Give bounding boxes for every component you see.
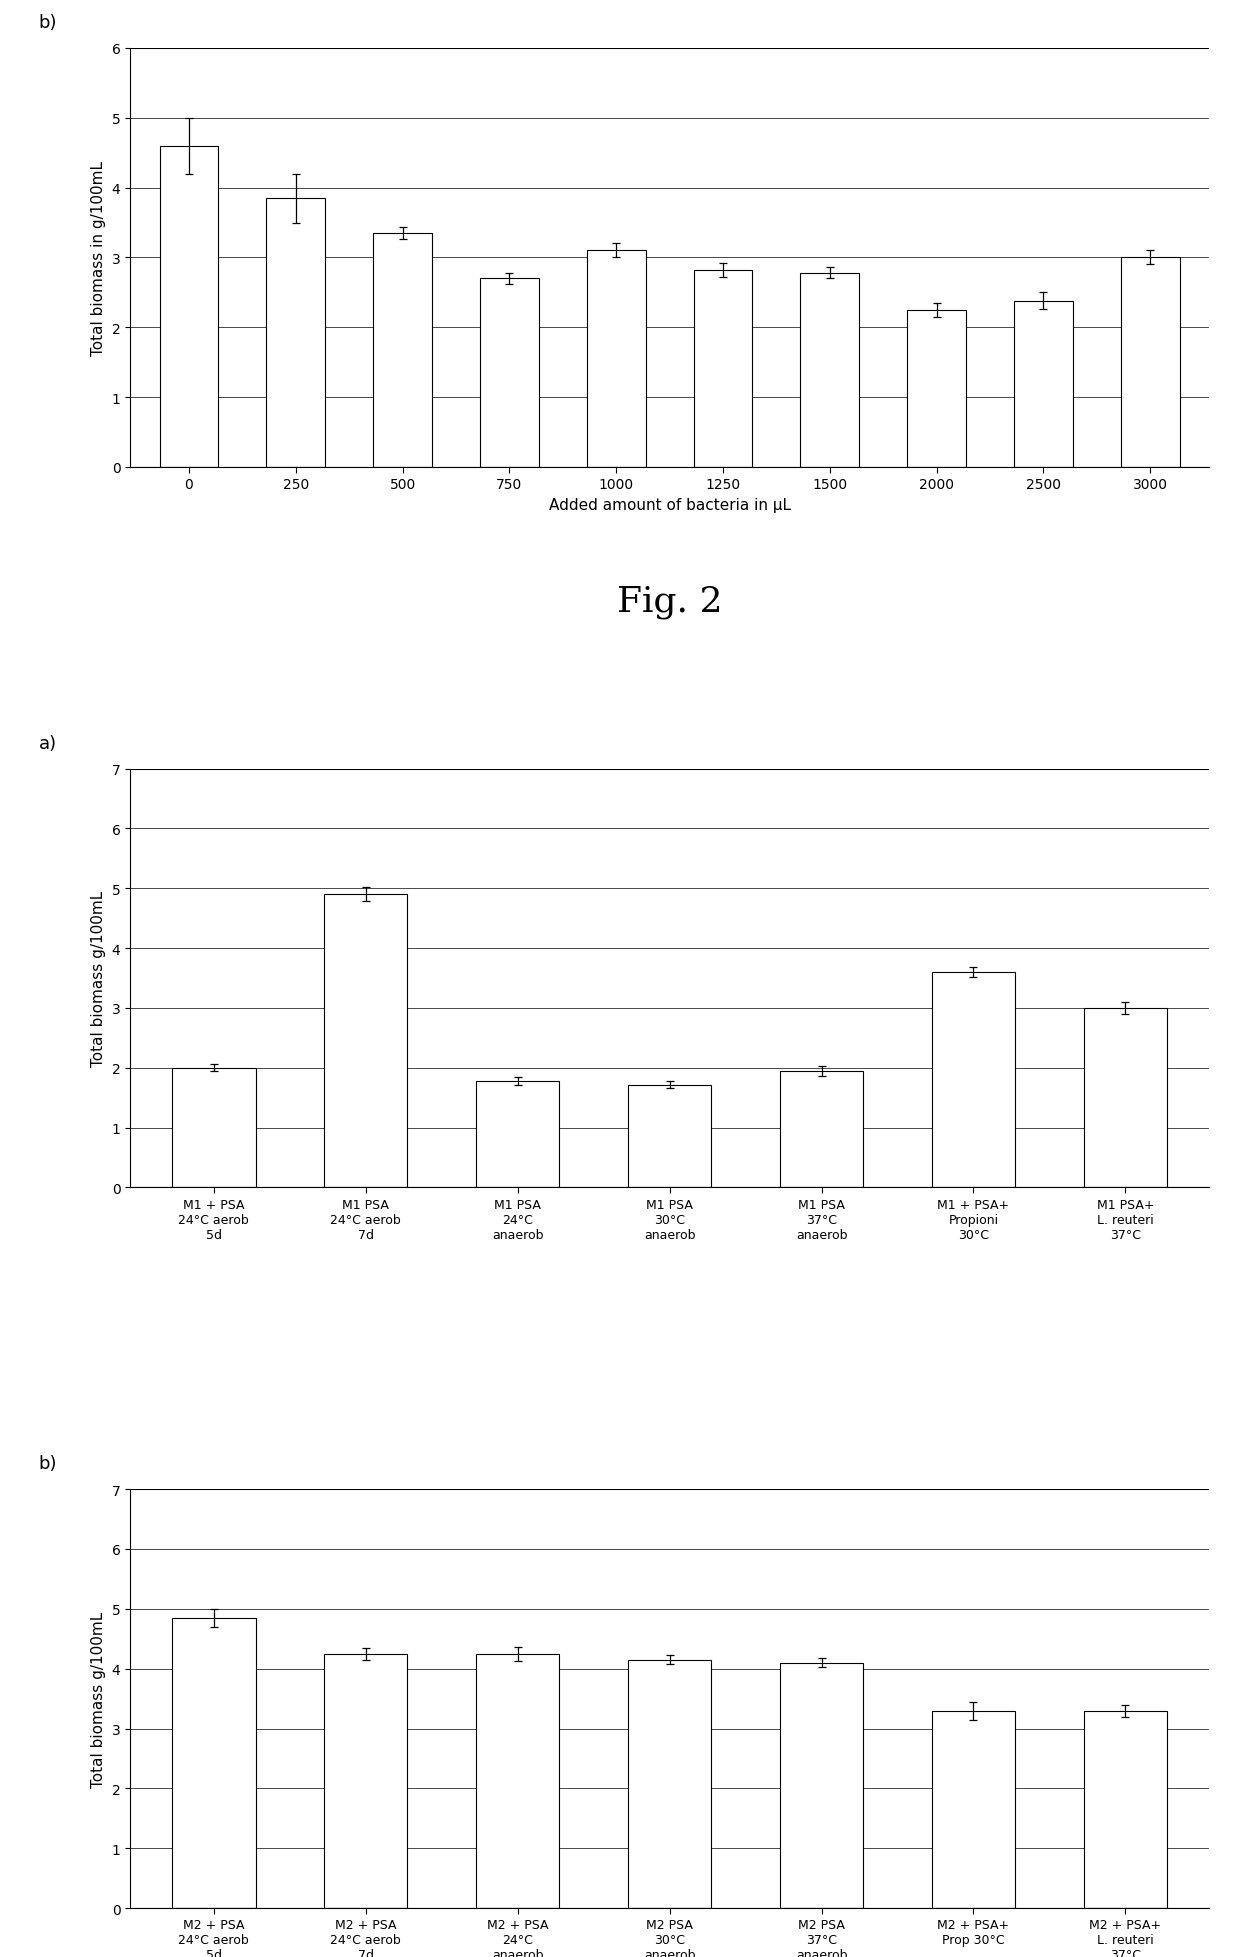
- X-axis label: Added amount of bacteria in μL: Added amount of bacteria in μL: [548, 497, 791, 513]
- Bar: [267, 200, 325, 468]
- Bar: [476, 1654, 559, 1908]
- Bar: [324, 1654, 408, 1908]
- Bar: [480, 280, 538, 468]
- Y-axis label: Total biomass in g/100mL: Total biomass in g/100mL: [91, 160, 107, 356]
- Bar: [908, 311, 966, 468]
- Bar: [931, 1710, 1016, 1908]
- Bar: [324, 894, 408, 1188]
- Bar: [780, 1070, 863, 1188]
- Text: b): b): [38, 14, 57, 31]
- Bar: [1014, 301, 1073, 468]
- Bar: [476, 1082, 559, 1188]
- Bar: [693, 270, 753, 468]
- Bar: [373, 235, 432, 468]
- Bar: [780, 1663, 863, 1908]
- Bar: [1084, 1710, 1167, 1908]
- Bar: [1121, 258, 1179, 468]
- Y-axis label: Total biomass g/100mL: Total biomass g/100mL: [91, 1611, 107, 1787]
- Bar: [931, 973, 1016, 1188]
- Bar: [1084, 1008, 1167, 1188]
- Text: b): b): [38, 1454, 57, 1472]
- Bar: [587, 250, 646, 468]
- Bar: [627, 1660, 712, 1908]
- Y-axis label: Total biomass g/100mL: Total biomass g/100mL: [91, 890, 107, 1067]
- Bar: [172, 1618, 255, 1908]
- Bar: [801, 274, 859, 468]
- Text: Fig. 2: Fig. 2: [616, 585, 723, 618]
- Bar: [172, 1069, 255, 1188]
- Bar: [627, 1084, 712, 1188]
- Text: a): a): [38, 734, 57, 751]
- Bar: [160, 147, 218, 468]
